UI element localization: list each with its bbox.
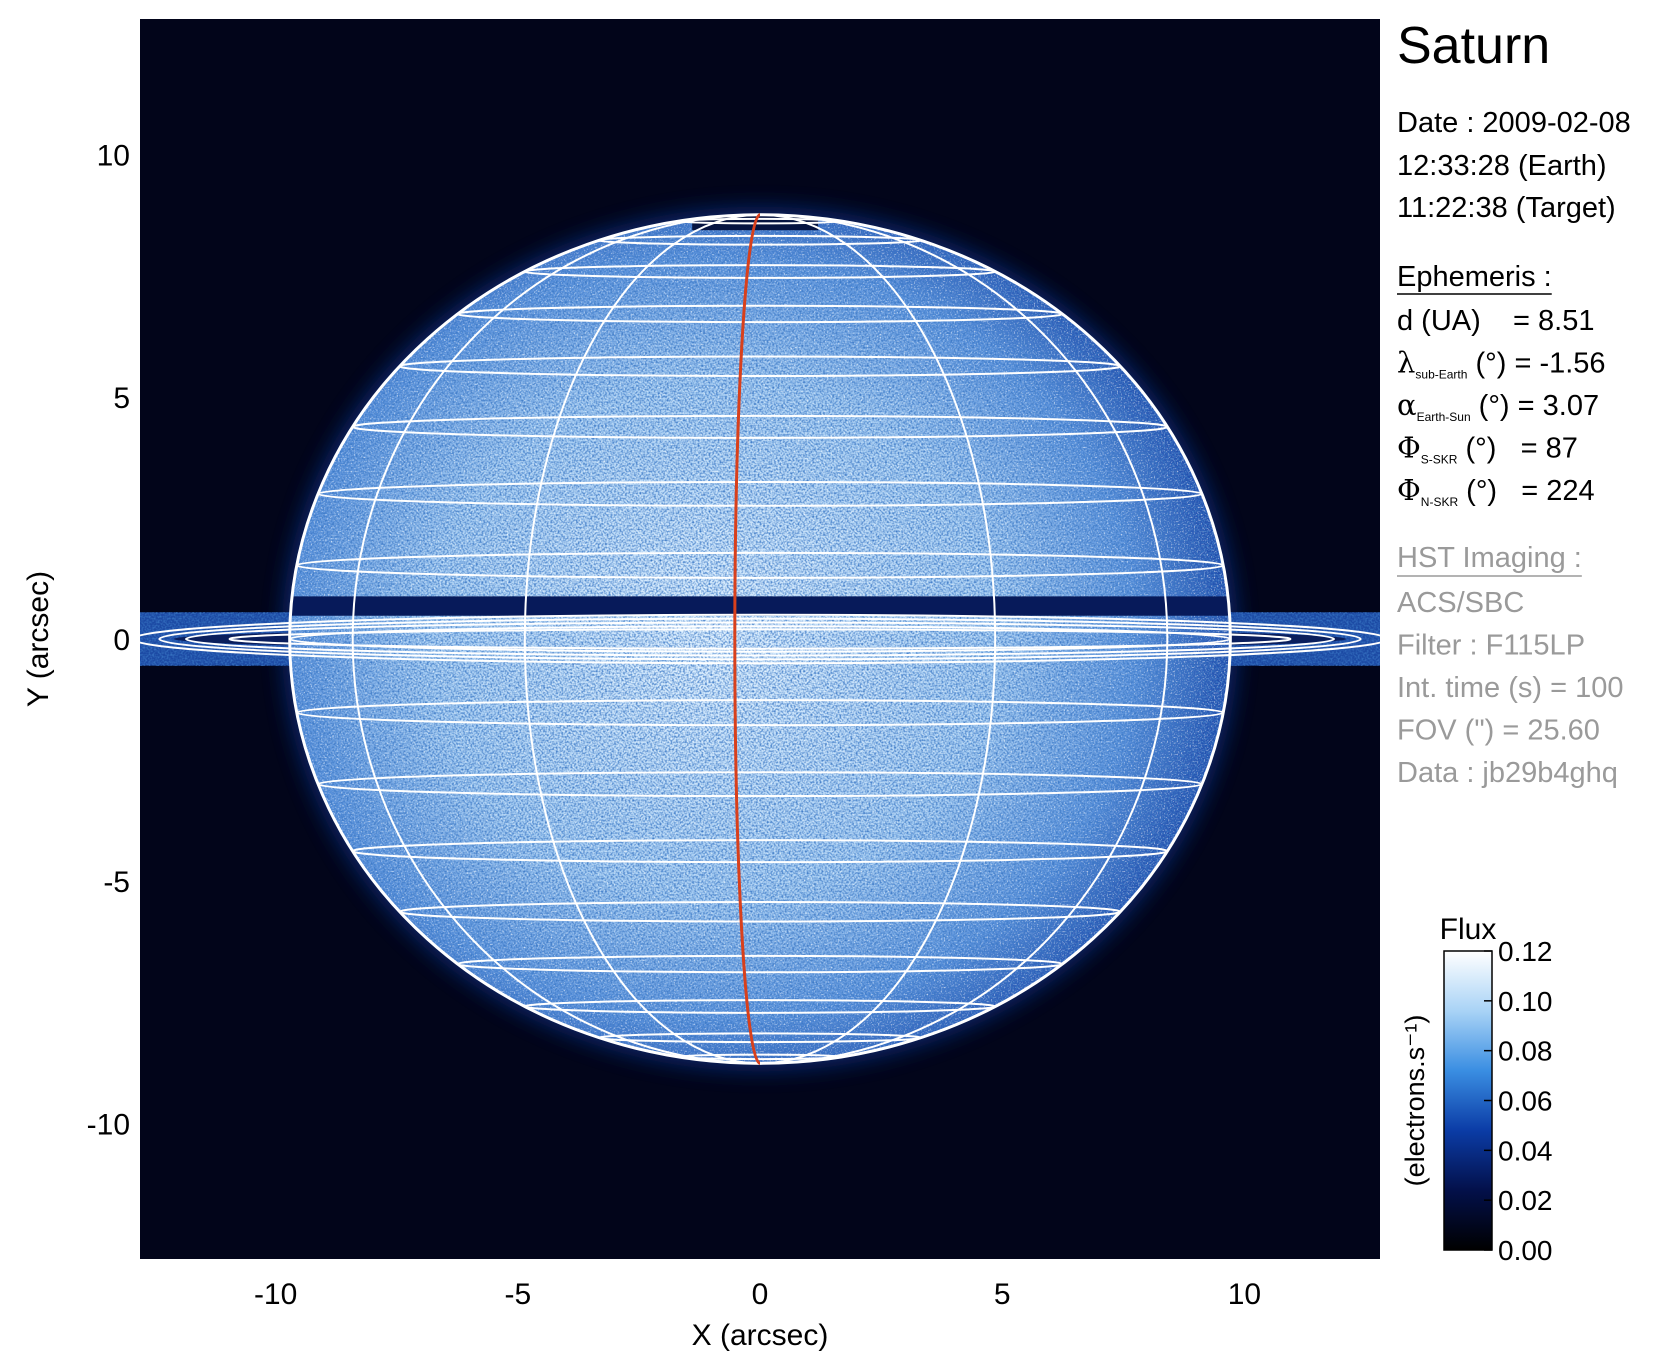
colorbar-tick-label: 0.12 [1498,936,1553,967]
ephemeris-item: αEarth-Sun (°) = 3.07 [1397,388,1599,424]
subscript: S-SKR [1421,453,1458,467]
imaging-item: FOV (") = 25.60 [1397,715,1600,747]
date: Date : 2009-02-08 [1397,107,1631,139]
x-tick-label: -10 [254,1278,297,1311]
value-text: d (UA) = 8.51 [1397,305,1594,337]
earth-time: 12:33:28 (Earth) [1397,150,1607,182]
y-tick-label: -10 [87,1108,130,1141]
imaging-title: HST Imaging : [1397,542,1582,574]
colorbar-tick-label: 0.02 [1498,1185,1553,1216]
y-tick-label: -5 [103,866,130,899]
planet [289,214,1231,1064]
colorbar-tick-label: 0.10 [1498,986,1553,1017]
value-text: (°) = 224 [1458,475,1595,507]
meridian-line [759,213,996,1065]
x-tick-label: 0 [752,1278,769,1311]
x-tick-label: 5 [994,1278,1011,1311]
ephemeris-item: λsub-Earth (°) = -1.56 [1397,346,1606,382]
subscript: Earth-Sun [1417,410,1471,424]
ring-outline [140,613,1380,665]
x-tick-label: 10 [1228,1278,1261,1311]
value-text: (°) = 3.07 [1471,390,1599,422]
image-layer [140,19,1380,1259]
colorbar-title: Flux [1440,913,1497,946]
colorbar-tick-label: 0.04 [1498,1135,1553,1166]
value-text: (°) = 87 [1457,433,1577,465]
subscript: sub-Earth [1415,368,1467,382]
x-axis-label: X (arcsec) [692,1319,829,1352]
imaging-item: ACS/SBC [1397,587,1524,619]
imaging-item: Int. time (s) = 100 [1397,672,1623,704]
ring-outline [228,628,1292,650]
y-tick-label: 10 [97,140,130,173]
imaging-item: Filter : F115LP [1397,630,1585,662]
ephemeris-title: Ephemeris : [1397,261,1552,293]
symbol: Φ [1397,431,1421,465]
symbol: Φ [1397,473,1421,507]
symbol: α [1397,388,1417,422]
y-tick-label: 0 [113,624,130,657]
ring-outline [158,617,1362,661]
meridian-line [524,213,761,1065]
ring-outline [185,621,1335,657]
colorbar-tick-label: 0.06 [1498,1086,1553,1117]
imaging-item: Data : jb29b4ghq [1397,757,1618,789]
planet-noise [289,214,1231,1064]
central-meridian [733,213,761,1065]
subscript: N-SKR [1421,495,1459,509]
symbol: λ [1397,346,1415,380]
y-tick-label: 5 [113,382,130,415]
ephemeris-item: d (UA) = 8.51 [1397,305,1594,337]
colorbar-tick-label: 0.00 [1498,1235,1553,1266]
ephemeris-item: ΦN-SKR (°) = 224 [1397,473,1595,509]
value-text: (°) = -1.56 [1467,348,1605,380]
colorbar-tick-label: 0.08 [1498,1036,1553,1067]
x-tick-label: -5 [504,1278,531,1311]
ring-shadow [289,596,1231,616]
title: Saturn [1397,17,1550,75]
target-time: 11:22:38 (Target) [1397,192,1616,224]
y-axis-label: Y (arcsec) [22,571,55,707]
colorbar-label: (electrons.s⁻¹) [1400,1015,1430,1187]
ephemeris-item: ΦS-SKR (°) = 87 [1397,431,1578,467]
